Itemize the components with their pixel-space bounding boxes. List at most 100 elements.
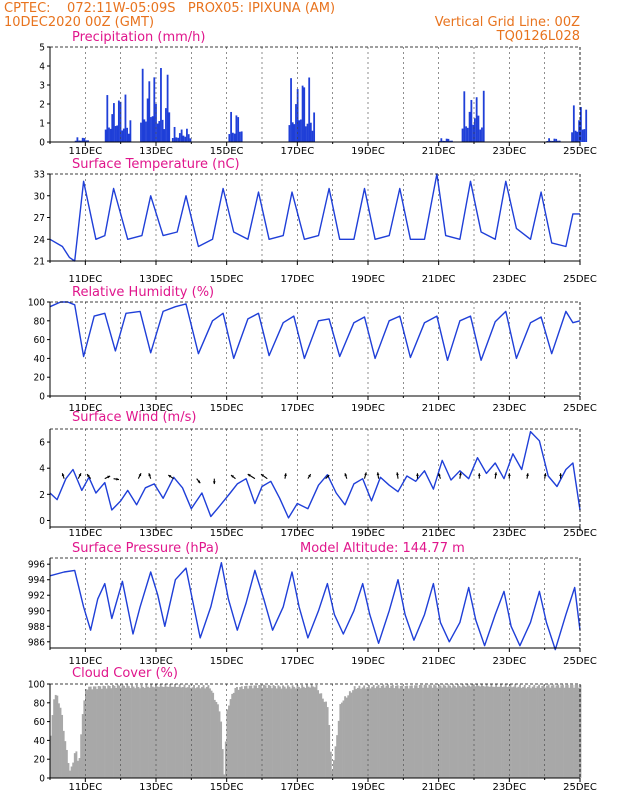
cloud-cover-bar — [503, 686, 506, 778]
temp-xtick-label: 13DEC — [139, 274, 173, 285]
cloud-cover-bar — [81, 714, 84, 778]
cloud-cover-bar — [272, 685, 275, 778]
cloud-cover-bar — [571, 684, 574, 778]
rh-series-line — [49, 301, 581, 361]
cloud-cover-bar — [201, 687, 203, 778]
precipitation-bar — [158, 121, 161, 142]
panel-title-cloud-cover: Cloud Cover (%) — [72, 666, 178, 681]
wind-vector-head — [364, 472, 367, 476]
cloud-cover-bar — [563, 687, 566, 778]
cloud-cover-bar — [414, 685, 417, 778]
cloud-cover-bar — [251, 688, 254, 778]
cloud-cover-bar — [550, 685, 553, 778]
cloud-cover-bar — [212, 692, 215, 778]
cloud-cover-bar — [402, 688, 405, 778]
cloud-xtick-label: 21DEC — [422, 782, 456, 793]
precipitation-bar — [447, 138, 450, 142]
cloud-cover-bar — [220, 721, 223, 778]
cloud-cover-bar — [488, 686, 491, 778]
cloud-cover-bar — [67, 763, 70, 778]
cloud-cover-bar — [320, 693, 323, 778]
cloud-cover-bar — [232, 692, 235, 778]
wind-vector-head — [559, 473, 562, 476]
cloud-cover-bar — [126, 684, 129, 778]
cloud-cover-bar — [159, 684, 162, 778]
cloud-cover-bar — [418, 684, 421, 778]
cloud-cover-bar — [372, 684, 375, 778]
cloud-cover-bar — [310, 684, 313, 778]
pres-ytick-label: 990 — [28, 606, 45, 617]
cloud-cover-bar — [552, 684, 555, 778]
cloud-cover-bar — [444, 685, 447, 778]
cloud-cover-bar — [183, 684, 186, 778]
cloud-cover-bar — [51, 715, 54, 778]
wind-ytick-label: 0 — [39, 516, 45, 527]
cloud-cover-bar — [169, 684, 172, 778]
cloud-cover-bar — [181, 687, 184, 778]
precip-ytick-label: 4 — [39, 62, 45, 73]
cloud-cover-bar — [355, 689, 358, 778]
precipitation-bar — [296, 89, 299, 142]
cloud-ytick-label: 60 — [34, 717, 46, 728]
cloud-cover-bar — [188, 684, 191, 778]
cloud-cover-bar — [116, 684, 119, 778]
cloud-cover-bar — [482, 686, 485, 778]
rh-background — [50, 302, 580, 396]
cloud-cover-bar — [525, 688, 528, 778]
wind-vector-head — [87, 474, 90, 478]
wind-xtick-label: 19DEC — [351, 528, 385, 539]
cloud-cover-bar — [239, 687, 242, 778]
cloud-cover-bar — [62, 730, 65, 778]
precipitation-bar — [150, 117, 152, 142]
precip-xtick-label: 17DEC — [280, 146, 314, 157]
cloud-cover-bar — [291, 685, 294, 778]
cloud-cover-bar — [554, 687, 556, 778]
cloud-cover-bar — [471, 684, 474, 778]
precipitation-bar — [451, 140, 453, 142]
cloud-cover-bar — [236, 687, 238, 778]
precipitation-bar — [165, 108, 167, 142]
cloud-cover-bar — [282, 685, 285, 778]
cloud-cover-bar — [434, 685, 437, 778]
cloud-cover-bar — [213, 699, 216, 778]
precipitation-bar — [571, 132, 573, 142]
cloud-cover-bar — [139, 688, 141, 778]
cloud-cover-bar — [334, 746, 337, 778]
plot-area: 0 1 2 3 4 5 11DEC 13DEC 15DEC 17DEC 19DEC 21DEC 23DE… — [28, 43, 597, 794]
cloud-xtick-label: 19DEC — [351, 782, 385, 793]
pres-xtick-label: 11DEC — [68, 656, 102, 667]
temp-xtick-label: 23DEC — [492, 274, 526, 285]
cloud-cover-bar — [558, 687, 561, 778]
precipitation-bar — [163, 129, 166, 142]
cloud-cover-bar — [425, 685, 428, 778]
cloud-cover-bar — [56, 695, 59, 778]
cloud-cover-bar — [86, 689, 89, 778]
cloud-cover-bar — [288, 686, 291, 778]
precipitation-bar — [235, 115, 238, 142]
cloud-cover-bar — [412, 688, 415, 778]
precipitation-bar — [551, 140, 554, 142]
precipitation-bar — [168, 112, 171, 142]
wind-vector-head — [247, 474, 251, 477]
cloud-cover-bar — [452, 684, 455, 778]
cloud-cover-bar — [69, 770, 71, 778]
rh-ytick-label: 80 — [34, 316, 46, 327]
cloud-cover-bar — [137, 686, 140, 778]
wind-xtick-label: 25DEC — [563, 528, 597, 539]
cloud-cover-bar — [307, 686, 310, 778]
cloud-cover-bar — [305, 684, 308, 778]
cloud-cover-bar — [450, 687, 453, 778]
precip-xtick-label: 11DEC — [68, 146, 102, 157]
cloud-cover-bar — [166, 686, 168, 778]
cloud-cover-bar — [247, 688, 250, 778]
cloud-cover-bar — [479, 686, 482, 778]
pres-xtick-label: 17DEC — [280, 656, 314, 667]
cloud-cover-bar — [485, 684, 488, 778]
cloud-cover-bar — [398, 688, 401, 778]
wind-xtick-label: 11DEC — [68, 528, 102, 539]
temp-ytick-label: 27 — [34, 213, 45, 224]
precipitation-bar — [231, 132, 234, 142]
cloud-cover-bar — [569, 685, 572, 778]
pres-xtick-label: 19DEC — [351, 656, 385, 667]
precipitation-bar — [156, 123, 159, 142]
